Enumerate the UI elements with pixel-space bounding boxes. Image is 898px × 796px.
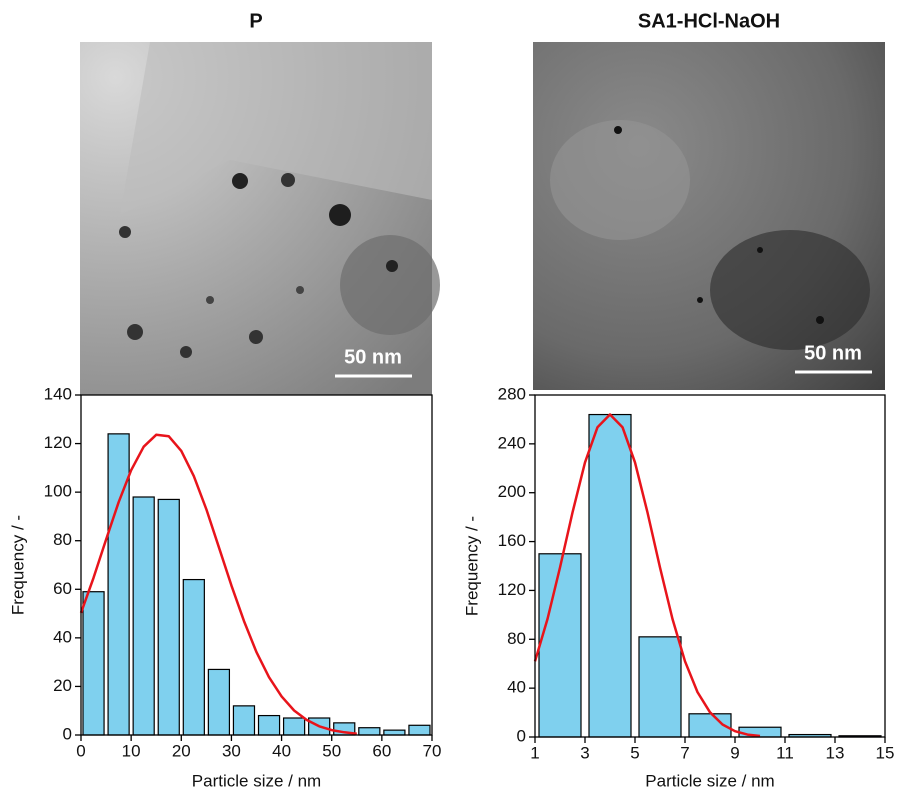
x-tick-label: 1 <box>530 743 539 762</box>
x-tick-label: 5 <box>630 743 639 762</box>
bar <box>157 498 180 736</box>
y-tick-label: 120 <box>44 433 72 452</box>
x-tick-label: 20 <box>172 741 191 760</box>
bar <box>182 578 205 736</box>
y-tick-label: 140 <box>44 384 72 403</box>
x-tick-label: 3 <box>580 743 589 762</box>
scale-bar-label: 50 nm <box>804 342 862 364</box>
y-tick-label: 280 <box>498 384 526 403</box>
y-tick-label: 20 <box>53 676 72 695</box>
y-axis-label: Frequency / - <box>8 515 27 615</box>
fit-curve <box>533 413 761 738</box>
tem-image <box>533 42 885 390</box>
y-tick-label: 40 <box>507 678 526 697</box>
y-tick-label: 0 <box>517 726 526 745</box>
bar <box>538 553 582 738</box>
y-tick-label: 80 <box>53 530 72 549</box>
y-tick-label: 160 <box>498 531 526 550</box>
bar <box>588 413 632 738</box>
bar <box>232 705 256 736</box>
bar <box>383 729 406 736</box>
bar <box>82 591 105 736</box>
plot-frame <box>80 394 433 736</box>
bar <box>207 668 231 736</box>
x-tick-label: 15 <box>876 743 895 762</box>
bar <box>638 636 682 738</box>
bar <box>132 496 155 736</box>
tem-image <box>80 42 440 395</box>
y-axis-label: Frequency / - <box>462 516 481 616</box>
bar <box>257 714 281 736</box>
x-tick-label: 30 <box>222 741 241 760</box>
bar <box>358 727 381 736</box>
plot-frame <box>534 394 886 738</box>
chart-title: P <box>249 10 262 32</box>
fit-curve <box>79 433 357 736</box>
y-tick-label: 0 <box>63 724 72 743</box>
x-tick-label: 40 <box>272 741 291 760</box>
x-tick-label: 70 <box>423 741 442 760</box>
y-tick-label: 40 <box>53 627 72 646</box>
bar <box>408 724 431 736</box>
y-tick-label: 60 <box>53 579 72 598</box>
y-tick-label: 80 <box>507 629 526 648</box>
x-tick-label: 11 <box>776 743 794 762</box>
y-tick-label: 200 <box>498 482 526 501</box>
scale-bar-label: 50 nm <box>344 346 402 368</box>
y-tick-label: 100 <box>44 482 72 501</box>
bar <box>282 717 306 736</box>
x-tick-label: 7 <box>680 743 689 762</box>
x-axis-label: Particle size / nm <box>192 771 321 790</box>
x-tick-label: 13 <box>826 743 845 762</box>
x-tick-label: 50 <box>322 741 341 760</box>
chart-title: SA1-HCl-NaOH <box>638 10 780 32</box>
x-tick-label: 0 <box>76 741 85 760</box>
x-tick-label: 60 <box>372 741 391 760</box>
x-axis-label: Particle size / nm <box>645 771 774 790</box>
y-tick-label: 240 <box>498 433 526 452</box>
bar <box>107 433 130 736</box>
x-tick-label: 9 <box>730 743 739 762</box>
y-tick-label: 120 <box>498 580 526 599</box>
x-tick-label: 10 <box>122 741 141 760</box>
